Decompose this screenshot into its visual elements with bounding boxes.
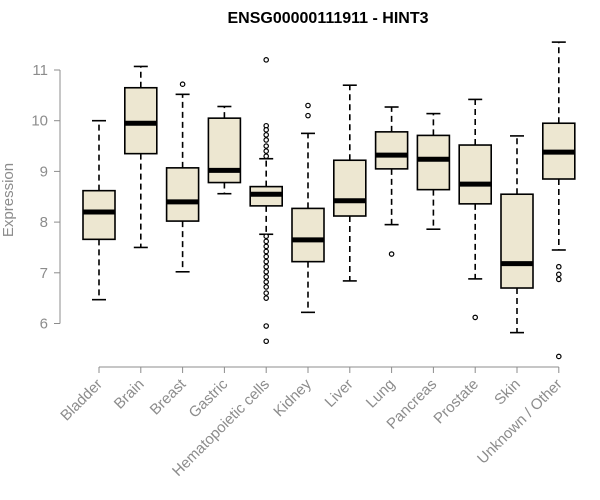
x-tick-label: Prostate [430, 376, 482, 428]
box-rect [82, 189, 116, 241]
outlier-point [305, 112, 311, 119]
outlier-point [263, 148, 270, 154]
y-axis: 6 7 8 9 10 11 [31, 62, 61, 333]
outlier-point [263, 290, 270, 296]
outlier-point [179, 81, 186, 87]
outlier-point [263, 338, 270, 345]
outlier-point [263, 143, 270, 149]
outlier-point [263, 57, 270, 63]
outlier-point [263, 279, 270, 285]
outlier-point [263, 323, 270, 329]
x-tick-label: Liver [322, 376, 357, 411]
outlier-point [555, 353, 562, 360]
outlier-point [263, 132, 270, 138]
outlier-point [263, 233, 270, 240]
outlier-point [263, 248, 270, 255]
box-gastric [207, 105, 242, 195]
box-rect [416, 134, 451, 191]
outlier-point [263, 238, 270, 245]
y-tick-label: 8 [40, 214, 48, 231]
y-axis-label: Expression [0, 163, 17, 237]
box-kidney [291, 102, 325, 314]
y-tick-label: 9 [40, 163, 48, 180]
y-tick-label: 10 [31, 113, 48, 130]
outlier-point [263, 274, 270, 280]
outlier-point [555, 276, 562, 283]
box-hematopoietic-cells [249, 57, 283, 345]
x-tick-label: Skin [491, 376, 524, 409]
outlier-point [555, 271, 562, 278]
box-rect [374, 131, 409, 170]
outlier-point [305, 102, 311, 109]
box-rect [124, 86, 158, 155]
box-rect [500, 193, 534, 289]
box-rect [207, 117, 242, 184]
outlier-point [263, 263, 270, 270]
outlier-point [263, 284, 270, 290]
box-group [82, 41, 576, 360]
box-liver [332, 84, 367, 282]
outlier-point [263, 137, 270, 143]
box-rect [332, 159, 367, 217]
box-rect [458, 144, 493, 205]
x-tick-label: Lung [363, 376, 399, 412]
box-breast [165, 81, 200, 273]
outlier-point [263, 295, 270, 301]
x-tick-label: Brain [111, 376, 148, 413]
outlier-point [388, 251, 395, 257]
y-tick-label: 6 [40, 316, 48, 333]
outlier-point [263, 253, 270, 260]
box-rect [165, 167, 200, 222]
x-tick-label: Bladder [57, 376, 106, 425]
box-brain [124, 65, 158, 249]
box-skin [500, 135, 534, 334]
box-unknown-other [541, 41, 576, 360]
box-rect [291, 207, 325, 263]
box-prostate [458, 98, 493, 321]
outlier-point [263, 268, 270, 275]
chart-title: ENSG00000111911 - HINT3 [227, 10, 428, 27]
x-tick-label: Breast [147, 375, 190, 418]
outlier-point [263, 153, 270, 159]
outlier-point [555, 263, 562, 270]
outlier-point [263, 243, 270, 250]
outlier-point [263, 127, 270, 133]
x-tick-label: Kidney [270, 375, 315, 420]
box-lung [374, 106, 409, 257]
box-bladder [82, 119, 116, 301]
y-tick-label: 7 [40, 265, 48, 282]
box-pancreas [416, 112, 451, 230]
outlier-point [263, 258, 270, 265]
y-tick-label: 11 [32, 62, 48, 79]
outlier-point [472, 314, 479, 321]
